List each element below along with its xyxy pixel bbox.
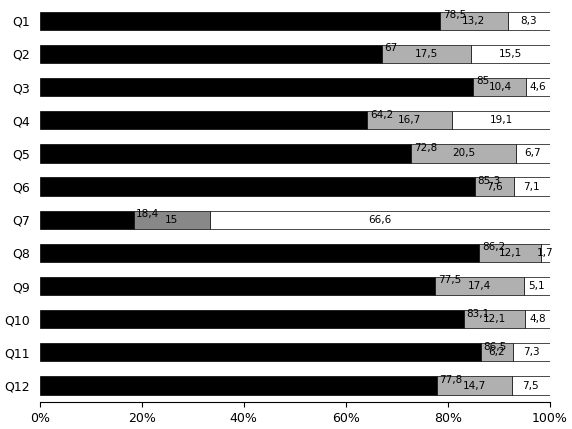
Text: 83,1: 83,1: [466, 308, 490, 319]
Text: 66,6: 66,6: [368, 215, 392, 225]
Text: 72,8: 72,8: [414, 143, 437, 153]
Text: 4,8: 4,8: [529, 314, 546, 324]
Bar: [39, 12, 440, 30]
Bar: [464, 310, 526, 328]
Bar: [452, 111, 550, 130]
Bar: [210, 211, 550, 229]
Bar: [39, 244, 479, 262]
Bar: [474, 78, 526, 96]
Bar: [39, 211, 133, 229]
Text: 7,6: 7,6: [486, 181, 503, 192]
Text: 85: 85: [476, 76, 489, 86]
Bar: [411, 144, 516, 163]
Bar: [39, 144, 411, 163]
Bar: [39, 111, 367, 130]
Text: 15: 15: [165, 215, 178, 225]
Text: 5,1: 5,1: [529, 281, 545, 291]
Bar: [367, 111, 452, 130]
Text: 6,7: 6,7: [525, 148, 541, 158]
Bar: [382, 45, 471, 63]
Bar: [39, 277, 435, 295]
Text: 17,4: 17,4: [468, 281, 491, 291]
Text: 85,3: 85,3: [478, 176, 500, 186]
Bar: [514, 178, 550, 196]
Bar: [39, 78, 474, 96]
Bar: [435, 277, 524, 295]
Text: 7,3: 7,3: [523, 347, 539, 357]
Text: 17,5: 17,5: [415, 49, 438, 59]
Bar: [133, 211, 210, 229]
Text: 20,5: 20,5: [452, 148, 475, 158]
Bar: [39, 310, 464, 328]
Bar: [436, 376, 511, 395]
Text: 77,5: 77,5: [438, 275, 461, 285]
Text: 4,6: 4,6: [530, 82, 546, 92]
Bar: [475, 178, 514, 196]
Bar: [39, 376, 436, 395]
Bar: [507, 12, 550, 30]
Text: 78,5: 78,5: [443, 10, 466, 20]
Text: 86,2: 86,2: [482, 242, 505, 252]
Bar: [524, 277, 550, 295]
Text: 12,1: 12,1: [499, 248, 522, 258]
Text: 8,3: 8,3: [521, 16, 537, 26]
Bar: [516, 144, 550, 163]
Text: 64,2: 64,2: [370, 109, 393, 120]
Bar: [39, 178, 475, 196]
Bar: [39, 343, 481, 362]
Text: 13,2: 13,2: [462, 16, 486, 26]
Text: 19,1: 19,1: [490, 115, 513, 125]
Bar: [471, 45, 550, 63]
Bar: [541, 244, 550, 262]
Bar: [526, 78, 550, 96]
Text: 14,7: 14,7: [463, 381, 486, 390]
Text: 77,8: 77,8: [439, 375, 462, 385]
Bar: [479, 244, 541, 262]
Text: 18,4: 18,4: [136, 209, 160, 219]
Text: 7,5: 7,5: [522, 381, 539, 390]
Bar: [440, 12, 507, 30]
Text: 67: 67: [384, 43, 398, 53]
Text: 15,5: 15,5: [499, 49, 522, 59]
Bar: [511, 376, 550, 395]
Text: 7,1: 7,1: [523, 181, 540, 192]
Bar: [481, 343, 513, 362]
Text: 10,4: 10,4: [488, 82, 511, 92]
Bar: [39, 45, 382, 63]
Text: 86,5: 86,5: [483, 342, 507, 352]
Text: 12,1: 12,1: [483, 314, 506, 324]
Bar: [513, 343, 550, 362]
Text: 6,2: 6,2: [488, 347, 505, 357]
Bar: [526, 310, 550, 328]
Text: 16,7: 16,7: [398, 115, 422, 125]
Text: 1,7: 1,7: [537, 248, 554, 258]
